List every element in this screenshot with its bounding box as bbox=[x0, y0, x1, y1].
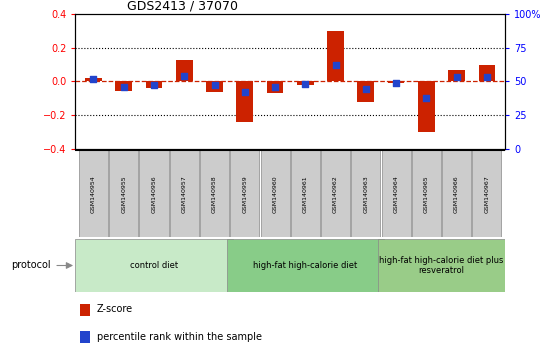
Bar bbox=[75, 239, 233, 292]
Point bbox=[240, 89, 249, 95]
Bar bbox=[442, 150, 471, 237]
Bar bbox=[206, 81, 223, 92]
Bar bbox=[200, 150, 229, 237]
Bar bbox=[412, 150, 441, 237]
Text: high-fat high-calorie diet plus
resveratrol: high-fat high-calorie diet plus resverat… bbox=[379, 256, 504, 275]
Bar bbox=[448, 70, 465, 81]
Text: GSM140958: GSM140958 bbox=[212, 175, 217, 213]
Point bbox=[210, 82, 219, 88]
Text: control diet: control diet bbox=[130, 261, 178, 270]
Bar bbox=[321, 150, 350, 237]
Bar bbox=[146, 81, 162, 88]
Point bbox=[392, 80, 401, 86]
Bar bbox=[352, 150, 381, 237]
Text: high-fat high-calorie diet: high-fat high-calorie diet bbox=[253, 261, 358, 270]
Bar bbox=[261, 150, 290, 237]
Bar bbox=[382, 150, 411, 237]
Point bbox=[331, 62, 340, 68]
Point bbox=[89, 76, 98, 81]
Text: GSM140965: GSM140965 bbox=[424, 175, 429, 213]
Text: GSM140964: GSM140964 bbox=[393, 175, 398, 213]
Text: GDS2413 / 37070: GDS2413 / 37070 bbox=[127, 0, 238, 13]
Bar bbox=[80, 331, 90, 343]
Bar bbox=[297, 81, 314, 85]
Bar bbox=[378, 239, 505, 292]
Point bbox=[452, 75, 461, 80]
Bar bbox=[227, 239, 384, 292]
Point bbox=[150, 82, 158, 88]
Point bbox=[482, 75, 491, 80]
Bar bbox=[85, 78, 102, 81]
Bar bbox=[80, 304, 90, 316]
Bar bbox=[140, 150, 169, 237]
Point bbox=[362, 87, 371, 92]
Text: percentile rank within the sample: percentile rank within the sample bbox=[97, 332, 262, 342]
Text: GSM140966: GSM140966 bbox=[454, 175, 459, 213]
Bar bbox=[388, 81, 405, 83]
Text: Z-score: Z-score bbox=[97, 304, 133, 314]
Text: GSM140959: GSM140959 bbox=[242, 175, 247, 213]
Bar bbox=[116, 81, 132, 91]
Bar bbox=[479, 65, 495, 81]
Point bbox=[119, 84, 128, 90]
Text: GSM140962: GSM140962 bbox=[333, 175, 338, 213]
Bar bbox=[230, 150, 259, 237]
Point bbox=[422, 95, 431, 101]
Bar bbox=[109, 150, 138, 237]
Bar bbox=[327, 31, 344, 81]
Bar bbox=[472, 150, 501, 237]
Bar bbox=[291, 150, 320, 237]
Bar bbox=[267, 81, 283, 93]
Text: GSM140961: GSM140961 bbox=[303, 175, 308, 213]
Text: GSM140955: GSM140955 bbox=[121, 175, 126, 213]
Bar bbox=[418, 81, 435, 132]
Bar bbox=[170, 150, 199, 237]
Text: GSM140967: GSM140967 bbox=[484, 175, 489, 213]
Point bbox=[180, 73, 189, 79]
Text: GSM140954: GSM140954 bbox=[91, 175, 96, 213]
Text: protocol: protocol bbox=[12, 261, 51, 270]
Bar bbox=[358, 81, 374, 102]
Point bbox=[271, 84, 280, 90]
Text: GSM140960: GSM140960 bbox=[272, 175, 277, 213]
Bar bbox=[237, 81, 253, 122]
Bar bbox=[79, 150, 108, 237]
Text: GSM140963: GSM140963 bbox=[363, 175, 368, 213]
Bar bbox=[176, 59, 193, 81]
Text: GSM140956: GSM140956 bbox=[152, 175, 156, 213]
Text: GSM140957: GSM140957 bbox=[182, 175, 187, 213]
Point bbox=[301, 81, 310, 87]
